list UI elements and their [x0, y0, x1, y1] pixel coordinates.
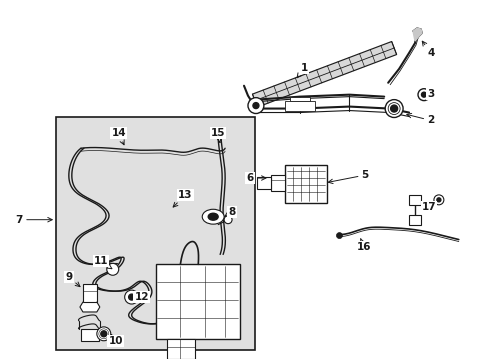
Text: 11: 11 — [93, 256, 112, 269]
Circle shape — [247, 98, 264, 113]
Bar — [256, 177, 270, 189]
Circle shape — [390, 105, 397, 112]
Bar — [289, 96, 309, 100]
Text: 7: 7 — [16, 215, 52, 225]
Circle shape — [433, 195, 443, 205]
Text: 6: 6 — [246, 173, 265, 183]
Circle shape — [106, 264, 119, 275]
Circle shape — [124, 290, 138, 304]
Text: 10: 10 — [108, 334, 123, 346]
Text: 14: 14 — [111, 129, 126, 145]
Text: 17: 17 — [421, 202, 435, 212]
Circle shape — [421, 92, 426, 97]
Bar — [284, 100, 314, 111]
Text: 15: 15 — [210, 129, 225, 143]
Circle shape — [224, 216, 232, 224]
Text: 3: 3 — [427, 89, 434, 99]
Text: 16: 16 — [356, 239, 371, 252]
Text: 2: 2 — [406, 113, 434, 126]
Polygon shape — [412, 28, 421, 41]
Circle shape — [387, 103, 399, 114]
Bar — [81, 329, 99, 341]
Text: 4: 4 — [422, 41, 434, 58]
Bar — [56, 117, 254, 350]
Text: 12: 12 — [134, 292, 148, 302]
Text: 13: 13 — [173, 190, 192, 207]
Circle shape — [252, 103, 258, 109]
Circle shape — [101, 331, 106, 337]
Bar — [408, 195, 420, 205]
Text: 9: 9 — [65, 272, 80, 287]
Bar — [155, 264, 240, 339]
Polygon shape — [80, 302, 100, 312]
Circle shape — [99, 329, 108, 339]
Bar — [167, 339, 195, 359]
Text: 8: 8 — [224, 207, 235, 217]
Circle shape — [436, 198, 440, 202]
Polygon shape — [252, 41, 396, 107]
Circle shape — [336, 233, 342, 239]
Text: 5: 5 — [327, 170, 368, 184]
Circle shape — [385, 100, 402, 117]
Bar — [408, 215, 420, 225]
Bar — [83, 284, 97, 302]
Bar — [284, 165, 326, 203]
Bar — [270, 175, 284, 191]
Circle shape — [128, 294, 134, 300]
Circle shape — [417, 89, 429, 100]
Ellipse shape — [202, 209, 224, 224]
Circle shape — [97, 327, 111, 341]
Ellipse shape — [208, 213, 218, 220]
Text: 1: 1 — [297, 63, 307, 78]
